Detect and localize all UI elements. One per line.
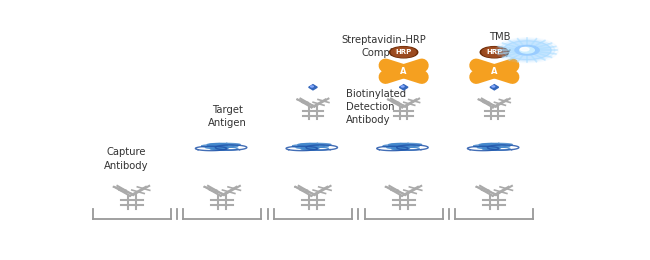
Circle shape xyxy=(389,47,418,58)
Text: A: A xyxy=(400,67,407,76)
Circle shape xyxy=(391,47,416,57)
Polygon shape xyxy=(490,85,499,90)
Text: TMB: TMB xyxy=(489,32,510,42)
Circle shape xyxy=(492,86,495,87)
Circle shape xyxy=(395,49,406,53)
Polygon shape xyxy=(399,85,408,90)
Circle shape xyxy=(515,46,539,55)
Circle shape xyxy=(520,47,534,53)
Text: Streptavidin-HRP
Complex: Streptavidin-HRP Complex xyxy=(341,35,426,58)
Polygon shape xyxy=(309,85,317,90)
Circle shape xyxy=(496,38,558,63)
Text: HRP: HRP xyxy=(486,49,502,55)
Text: HRP: HRP xyxy=(395,49,412,55)
Circle shape xyxy=(480,47,508,58)
Text: A: A xyxy=(491,67,498,76)
Circle shape xyxy=(486,49,497,53)
Text: Biotinylated
Detection
Antibody: Biotinylated Detection Antibody xyxy=(346,89,406,125)
Text: Target
Antigen: Target Antigen xyxy=(208,105,247,128)
Circle shape xyxy=(401,86,404,87)
Circle shape xyxy=(499,39,555,61)
Text: Capture
Antibody: Capture Antibody xyxy=(105,147,149,171)
Circle shape xyxy=(482,47,507,57)
Circle shape xyxy=(503,41,551,60)
Circle shape xyxy=(311,86,313,87)
Circle shape xyxy=(520,48,529,51)
